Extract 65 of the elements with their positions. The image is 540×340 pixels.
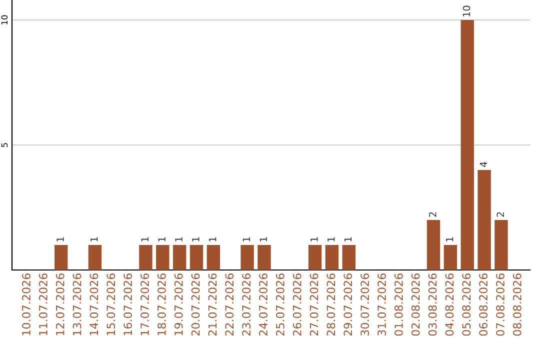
x-tick-label: 17.07.2026 bbox=[140, 273, 149, 336]
data-label: 1 bbox=[158, 237, 166, 242]
x-tick-label: 16.07.2026 bbox=[124, 273, 132, 336]
bar bbox=[88, 245, 102, 270]
x-tick-label: 03.08.2026 bbox=[428, 273, 437, 336]
bar bbox=[444, 245, 458, 270]
x-tick-label: 11.07.2026 bbox=[38, 273, 48, 336]
data-label: 1 bbox=[141, 237, 148, 242]
x-tick-label: 27.07.2026 bbox=[310, 273, 318, 336]
x-tick-label: 23.07.2026 bbox=[242, 273, 251, 336]
bar bbox=[258, 245, 271, 270]
x-tick-label: 14.07.2026 bbox=[90, 273, 98, 336]
x-tick-label: 25.07.2026 bbox=[276, 273, 284, 336]
y-tick-label: 5 bbox=[1, 143, 8, 148]
data-label: 1 bbox=[328, 237, 335, 242]
data-label: 1 bbox=[260, 237, 267, 242]
x-tick-label: 21.07.2026 bbox=[208, 273, 217, 336]
x-tick-label: 13.07.2026 bbox=[72, 273, 82, 336]
x-tick-label: 15.07.2026 bbox=[106, 273, 116, 336]
bar bbox=[54, 245, 68, 270]
bar bbox=[478, 170, 491, 270]
x-tick-label: 01.08.2026 bbox=[394, 273, 403, 336]
data-label: 1 bbox=[242, 237, 250, 242]
x-tick-label: 20.07.2026 bbox=[191, 273, 200, 336]
x-tick-label: 12.07.2026 bbox=[56, 273, 64, 336]
data-label: 2 bbox=[428, 212, 436, 217]
bar bbox=[240, 245, 254, 270]
bar bbox=[325, 245, 339, 270]
bar bbox=[342, 245, 356, 270]
data-label: 1 bbox=[175, 237, 182, 242]
data-label: 1 bbox=[344, 237, 352, 242]
bar bbox=[426, 220, 440, 270]
bar bbox=[139, 245, 152, 270]
bar bbox=[172, 245, 186, 270]
x-tick-label: 04.08.2026 bbox=[445, 273, 454, 336]
bar bbox=[308, 245, 322, 270]
data-label: 1 bbox=[446, 237, 454, 242]
x-tick-label: 08.08.2026 bbox=[512, 273, 522, 336]
x-tick-label: 30.07.2026 bbox=[360, 273, 370, 336]
data-label: 1 bbox=[192, 237, 200, 242]
x-tick-label: 29.07.2026 bbox=[344, 273, 352, 336]
x-tick-label: 07.08.2026 bbox=[496, 273, 504, 336]
bar bbox=[206, 245, 220, 270]
data-label: 1 bbox=[209, 237, 216, 242]
x-tick-label: 26.07.2026 bbox=[292, 273, 302, 336]
data-label: 1 bbox=[310, 237, 318, 242]
data-label: 1 bbox=[90, 237, 98, 242]
bar bbox=[460, 20, 474, 270]
x-tick-label: 19.07.2026 bbox=[174, 273, 183, 336]
x-tick-label: 28.07.2026 bbox=[326, 273, 336, 336]
x-tick-label: 22.07.2026 bbox=[225, 273, 234, 336]
data-label: 10 bbox=[462, 6, 470, 16]
data-label: 4 bbox=[480, 162, 487, 168]
bar bbox=[190, 245, 204, 270]
data-label: 1 bbox=[56, 237, 64, 242]
x-tick-label: 06.08.2026 bbox=[479, 273, 488, 336]
data-label: 2 bbox=[496, 212, 504, 217]
x-tick-label: 31.07.2026 bbox=[378, 273, 386, 336]
x-tick-label: 10.07.2026 bbox=[22, 273, 30, 336]
x-tick-label: 02.08.2026 bbox=[411, 273, 420, 336]
bar bbox=[156, 245, 170, 270]
x-tick-label: 24.07.2026 bbox=[259, 273, 268, 336]
x-tick-label: 18.07.2026 bbox=[157, 273, 166, 336]
x-tick-label: 05.08.2026 bbox=[462, 273, 471, 336]
bar bbox=[494, 220, 508, 270]
